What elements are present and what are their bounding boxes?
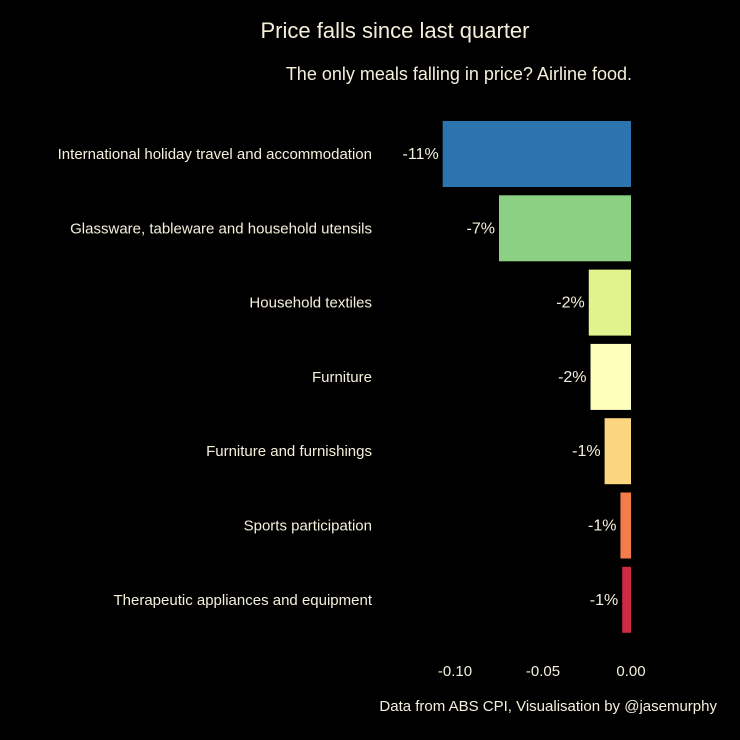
x-tick-label: 0.00 xyxy=(616,663,645,680)
data-label: -2% xyxy=(558,369,586,386)
category-label: Therapeutic appliances and equipment xyxy=(113,592,372,609)
x-tick-label: -0.05 xyxy=(526,663,560,680)
data-label: -1% xyxy=(572,443,600,460)
bar xyxy=(622,566,631,633)
data-label: -1% xyxy=(590,592,618,609)
category-label: Sports participation xyxy=(244,518,372,535)
bar xyxy=(590,343,631,410)
bar xyxy=(604,418,631,485)
bar xyxy=(620,492,631,559)
x-tick-label: -0.10 xyxy=(438,663,472,680)
bar xyxy=(499,195,631,262)
value-labels: -11% -7% -2% -2% -1% -1% -1% xyxy=(403,146,619,609)
chart-caption: Data from ABS CPI, Visualisation by @jas… xyxy=(379,698,717,715)
category-label: International holiday travel and accommo… xyxy=(58,146,372,163)
category-label: Glassware, tableware and household utens… xyxy=(70,220,372,237)
x-axis-ticks: -0.10 -0.05 0.00 xyxy=(438,663,646,680)
chart-subtitle: The only meals falling in price? Airline… xyxy=(285,64,632,84)
category-labels: International holiday travel and accommo… xyxy=(58,146,373,609)
bars-group xyxy=(442,121,631,633)
category-label: Household textiles xyxy=(249,295,372,312)
bar xyxy=(442,121,631,187)
category-label: Furniture and furnishings xyxy=(206,443,372,460)
data-label: -11% xyxy=(403,146,439,163)
data-label: -1% xyxy=(588,518,616,535)
bar xyxy=(588,269,631,336)
chart-title: Price falls since last quarter xyxy=(260,18,530,43)
data-label: -7% xyxy=(467,220,495,237)
category-label: Furniture xyxy=(312,369,372,386)
data-label: -2% xyxy=(556,295,584,312)
